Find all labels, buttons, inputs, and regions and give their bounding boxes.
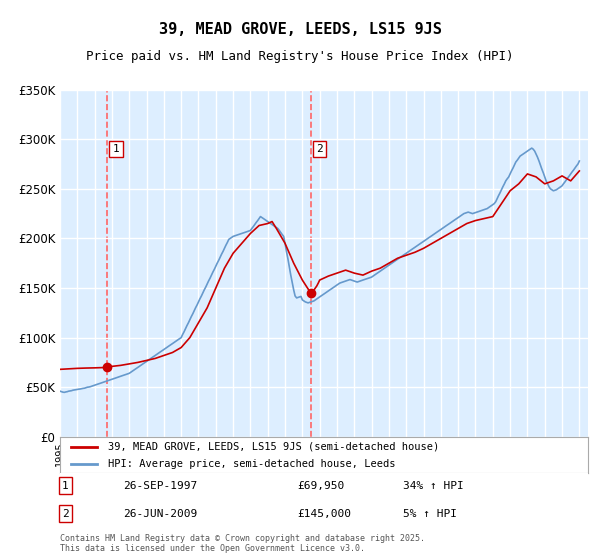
Text: 1: 1 bbox=[62, 480, 68, 491]
Text: 5% ↑ HPI: 5% ↑ HPI bbox=[403, 508, 457, 519]
Text: HPI: Average price, semi-detached house, Leeds: HPI: Average price, semi-detached house,… bbox=[107, 459, 395, 469]
Text: 39, MEAD GROVE, LEEDS, LS15 9JS (semi-detached house): 39, MEAD GROVE, LEEDS, LS15 9JS (semi-de… bbox=[107, 442, 439, 452]
Text: £145,000: £145,000 bbox=[298, 508, 352, 519]
Text: 2: 2 bbox=[316, 144, 323, 154]
Text: £69,950: £69,950 bbox=[298, 480, 345, 491]
Text: 26-JUN-2009: 26-JUN-2009 bbox=[124, 508, 197, 519]
Text: 2: 2 bbox=[62, 508, 68, 519]
Text: 26-SEP-1997: 26-SEP-1997 bbox=[124, 480, 197, 491]
Text: 34% ↑ HPI: 34% ↑ HPI bbox=[403, 480, 464, 491]
Text: 39, MEAD GROVE, LEEDS, LS15 9JS: 39, MEAD GROVE, LEEDS, LS15 9JS bbox=[158, 22, 442, 38]
Text: 1: 1 bbox=[113, 144, 119, 154]
Text: Contains HM Land Registry data © Crown copyright and database right 2025.
This d: Contains HM Land Registry data © Crown c… bbox=[60, 534, 425, 553]
Text: Price paid vs. HM Land Registry's House Price Index (HPI): Price paid vs. HM Land Registry's House … bbox=[86, 50, 514, 63]
